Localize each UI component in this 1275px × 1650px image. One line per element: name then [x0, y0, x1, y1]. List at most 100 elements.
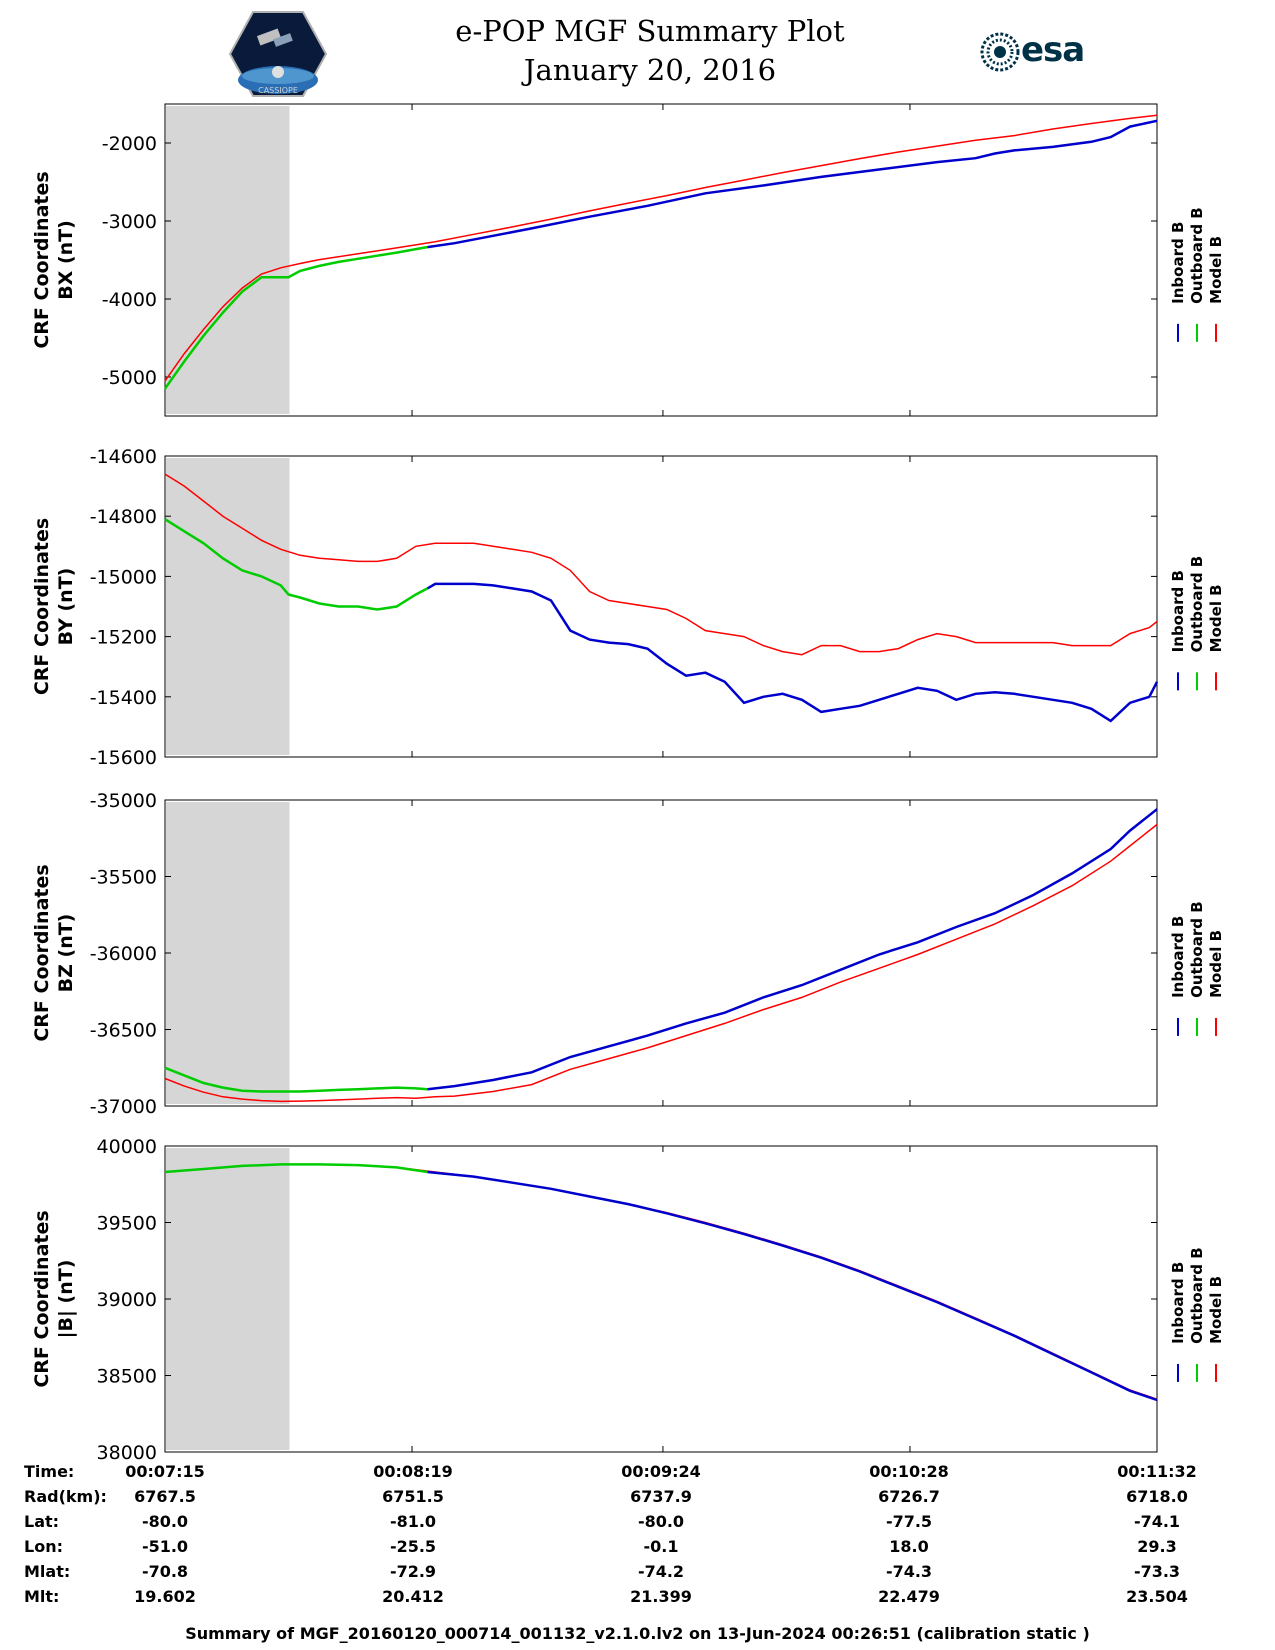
- y-tick-label: -3000: [102, 211, 157, 233]
- series-line-inboard-b: [427, 808, 1158, 1091]
- table-cell-rad: 6751.5: [382, 1487, 444, 1506]
- plot-date: January 20, 2016: [523, 53, 777, 87]
- legend-label: Model B: [1207, 584, 1225, 652]
- table-cell-lon: -0.1: [643, 1537, 679, 1556]
- table-cell-mlat: -73.3: [1133, 1562, 1181, 1581]
- series-line-outboard-b: [163, 245, 428, 390]
- series-line-outboard-b: [164, 518, 429, 611]
- row-label: Lon:: [24, 1537, 63, 1556]
- y-axis-label-line2: |B| (nT): [55, 1260, 77, 1339]
- series-line-model-b: [164, 1163, 1158, 1400]
- legend-label: Outboard B: [1188, 901, 1206, 998]
- table-cell-time: 00:10:28: [869, 1462, 949, 1481]
- legend-label: Inboard B: [1169, 916, 1187, 998]
- orbit-info-table: Time: Rad(km): Lat: Lon: Mlat: Mlt: 00:07:15 67…: [0, 1462, 1275, 1622]
- axes-frame: [164, 799, 1158, 1107]
- table-cell-rad: 6767.5: [134, 1487, 196, 1506]
- table-cell-lon: -51.0: [141, 1537, 189, 1556]
- table-cell-mlat: -70.8: [141, 1562, 189, 1581]
- table-cell-mlat: -74.2: [637, 1562, 685, 1581]
- table-cell-time: 00:11:32: [1117, 1462, 1197, 1481]
- table-cell-lat: -81.0: [389, 1512, 437, 1531]
- y-tick-label: -15000: [90, 566, 157, 588]
- y-tick-label: -37000: [90, 1096, 157, 1118]
- y-tick-label: -15400: [90, 687, 157, 709]
- legend-label: Model B: [1207, 236, 1225, 304]
- table-cell-time: 00:09:24: [621, 1462, 701, 1481]
- y-axis-label-line2: BY (nT): [55, 568, 77, 646]
- series-line-outboard-b: [164, 1163, 428, 1174]
- y-tick-label: -36500: [90, 1020, 157, 1042]
- series-line-inboard-b: [427, 119, 1158, 249]
- y-tick-label: 39500: [97, 1213, 157, 1235]
- table-cell-time: 00:08:19: [373, 1462, 453, 1481]
- y-tick-label: -14600: [90, 446, 157, 468]
- y-axis-label-line1: CRF Coordinates: [31, 518, 53, 695]
- y-axis-label-line2: BX (nT): [55, 220, 77, 300]
- legend-label: Inboard B: [1169, 222, 1187, 304]
- shaded-region: [166, 106, 290, 414]
- table-cell-time: 00:07:15: [125, 1462, 205, 1481]
- axes-frame: [164, 455, 1158, 758]
- table-cell-rad: 6718.0: [1126, 1487, 1188, 1506]
- esa-wordmark: esa: [1021, 30, 1085, 70]
- y-tick-label: -5000: [102, 367, 157, 389]
- row-label: Time:: [24, 1462, 75, 1481]
- y-tick-label: 38000: [97, 1442, 157, 1464]
- y-axis-label-line2: BZ (nT): [55, 914, 77, 993]
- series-line-outboard-b: [164, 1066, 428, 1093]
- series-line-model-b: [164, 473, 1158, 656]
- y-tick-label: -14800: [90, 506, 157, 528]
- legend-label: Inboard B: [1169, 1262, 1187, 1344]
- y-tick-label: -15200: [90, 627, 157, 649]
- series-line-model-b: [164, 823, 1158, 1103]
- header: CASSIOPE e-POP MGF Summary Plot January …: [0, 0, 1275, 100]
- y-tick-label: -35500: [90, 867, 157, 889]
- file-caption: Summary of MGF_20160120_000714_001132_v2…: [185, 1624, 1090, 1643]
- y-tick-label: -35000: [90, 790, 157, 812]
- table-cell-lat: -74.1: [1133, 1512, 1181, 1531]
- axes-frame: [164, 1145, 1158, 1453]
- cassiope-mission-logo: CASSIOPE: [228, 11, 328, 97]
- y-tick-label: 38500: [97, 1366, 157, 1388]
- table-cell-mlt: 21.399: [630, 1587, 692, 1606]
- legend-label: Outboard B: [1188, 1247, 1206, 1344]
- table-cell-mlt: 20.412: [382, 1587, 444, 1606]
- table-cell-rad: 6737.9: [630, 1487, 692, 1506]
- y-axis-label-line1: CRF Coordinates: [31, 864, 53, 1041]
- shaded-region: [166, 1148, 290, 1450]
- row-label: Mlt:: [24, 1587, 60, 1606]
- esa-logo: [980, 32, 1020, 72]
- table-cell-mlt: 22.479: [878, 1587, 940, 1606]
- table-cell-mlat: -72.9: [389, 1562, 437, 1581]
- table-cell-mlt: 23.504: [1126, 1587, 1188, 1606]
- y-tick-label: -15600: [90, 747, 157, 769]
- y-tick-label: 40000: [97, 1136, 157, 1158]
- series-line-inboard-b: [427, 1170, 1158, 1402]
- table-cell-lon: -25.5: [389, 1537, 437, 1556]
- axes-frame: [164, 103, 1158, 417]
- shaded-region: [166, 458, 290, 755]
- legend-label: Inboard B: [1169, 570, 1187, 652]
- shaded-region: [166, 802, 290, 1104]
- table-cell-rad: 6726.7: [878, 1487, 940, 1506]
- y-axis-label-line1: CRF Coordinates: [31, 171, 53, 348]
- table-cell-lat: -80.0: [637, 1512, 685, 1531]
- legend-label: Outboard B: [1188, 207, 1206, 304]
- legend-label: Model B: [1207, 1276, 1225, 1344]
- row-label: Rad(km):: [24, 1487, 107, 1506]
- y-tick-label: -4000: [102, 289, 157, 311]
- y-tick-label: -2000: [102, 133, 157, 155]
- table-cell-lat: -77.5: [885, 1512, 933, 1531]
- svg-text:CASSIOPE: CASSIOPE: [258, 86, 298, 95]
- table-cell-lon: 18.0: [889, 1537, 929, 1556]
- legend-label: Outboard B: [1188, 556, 1206, 653]
- table-cell-mlt: 19.602: [134, 1587, 196, 1606]
- plot-title: e-POP MGF Summary Plot: [455, 14, 845, 48]
- y-tick-label: 39000: [97, 1289, 157, 1311]
- row-label: Lat:: [24, 1512, 60, 1531]
- table-cell-mlat: -74.3: [885, 1562, 933, 1581]
- series-line-inboard-b: [426, 582, 1159, 723]
- row-label: Mlat:: [24, 1562, 71, 1581]
